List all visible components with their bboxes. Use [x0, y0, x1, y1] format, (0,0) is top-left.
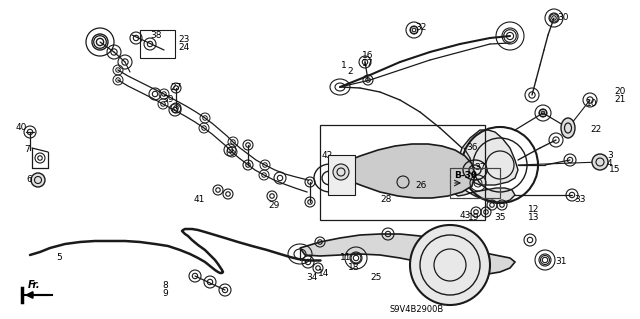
Text: 35: 35 [494, 213, 506, 222]
Ellipse shape [592, 154, 608, 170]
Text: 12: 12 [528, 205, 540, 214]
Text: 6: 6 [26, 175, 32, 184]
Text: 20: 20 [614, 87, 625, 97]
Text: 7: 7 [24, 145, 29, 154]
Text: 31: 31 [555, 257, 566, 266]
Text: 33: 33 [574, 196, 586, 204]
Text: 21: 21 [614, 95, 625, 105]
Text: 15: 15 [609, 166, 621, 174]
Polygon shape [455, 188, 515, 202]
Text: 38: 38 [150, 31, 161, 40]
Text: 17: 17 [362, 58, 374, 68]
Bar [450, 168, 500, 198]
Text: 28: 28 [380, 196, 392, 204]
Text: 10: 10 [586, 99, 598, 108]
Text: 36: 36 [466, 144, 477, 152]
Text: 29: 29 [268, 201, 280, 210]
Text: 27: 27 [170, 84, 181, 93]
Text: 13: 13 [528, 213, 540, 222]
Text: B-30: B-30 [454, 170, 477, 180]
Text: 9: 9 [162, 288, 168, 298]
Text: 3: 3 [607, 151, 612, 160]
Ellipse shape [561, 118, 575, 138]
Text: S9V4B2900B: S9V4B2900B [390, 306, 444, 315]
Text: 1: 1 [341, 61, 347, 70]
Text: 42: 42 [322, 151, 333, 160]
Circle shape [410, 225, 490, 305]
Text: Fr.: Fr. [28, 280, 40, 290]
Text: 5: 5 [56, 254, 61, 263]
Text: 30: 30 [557, 13, 568, 23]
Circle shape [333, 164, 349, 180]
Text: 23: 23 [178, 35, 189, 44]
Text: 18: 18 [348, 263, 360, 272]
Text: 43: 43 [460, 211, 472, 219]
Text: 11: 11 [340, 254, 351, 263]
Text: 19: 19 [468, 213, 479, 222]
Ellipse shape [31, 173, 45, 187]
Text: 24: 24 [178, 43, 189, 53]
Polygon shape [458, 130, 518, 185]
Polygon shape [328, 155, 355, 195]
Text: 8: 8 [162, 280, 168, 290]
Text: 34: 34 [306, 273, 317, 283]
Text: 41: 41 [194, 196, 205, 204]
Text: 14: 14 [318, 270, 330, 278]
Text: 22: 22 [590, 125, 601, 135]
Polygon shape [300, 234, 515, 274]
Text: 2: 2 [347, 68, 353, 77]
Text: 40: 40 [16, 123, 28, 132]
Polygon shape [330, 144, 475, 198]
Text: 4: 4 [607, 159, 612, 167]
Text: 39: 39 [162, 95, 173, 105]
Text: 16: 16 [362, 50, 374, 60]
Text: 26: 26 [415, 181, 426, 189]
Text: 32: 32 [415, 24, 426, 33]
Text: 25: 25 [370, 273, 381, 283]
Text: 37: 37 [474, 164, 486, 173]
